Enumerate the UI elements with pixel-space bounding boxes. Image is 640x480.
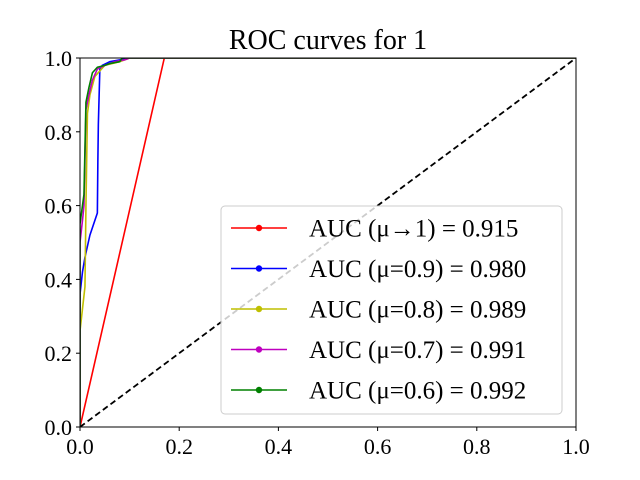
legend-marker-4 <box>255 346 263 353</box>
y-tick-label: 1.0 <box>45 46 73 71</box>
y-tick-label: 0.0 <box>45 415 73 440</box>
x-tick-label: 0.2 <box>165 434 193 459</box>
legend-marker-2 <box>255 265 263 272</box>
legend-label-2: AUC (μ=0.9) = 0.980 <box>309 256 526 283</box>
roc-series-line-2 <box>80 58 576 427</box>
chart-title: ROC curves for 1 <box>229 25 427 56</box>
legend-marker-3 <box>255 305 263 313</box>
legend-label-3: AUC (μ=0.8) = 0.989 <box>309 297 526 324</box>
y-tick-label: 0.4 <box>45 267 73 292</box>
roc-series-line-4 <box>80 58 576 427</box>
x-tick-label: 0.4 <box>265 434 293 459</box>
x-tick-label: 0.6 <box>364 434 392 459</box>
legend-marker-1 <box>255 224 263 232</box>
roc-series-line-1 <box>80 58 576 427</box>
y-tick-label: 0.2 <box>45 341 73 366</box>
x-tick-label: 1.0 <box>562 434 590 459</box>
roc-series-line-5 <box>80 58 576 427</box>
x-tick-label: 0.8 <box>463 434 491 459</box>
legend-box <box>220 205 563 415</box>
legend-label-4: AUC (μ=0.7) = 0.991 <box>309 337 526 364</box>
legend-label-1: AUC (μ→1) = 0.915 <box>309 216 518 243</box>
y-tick-label: 0.6 <box>45 194 73 219</box>
y-tick-label: 0.8 <box>45 120 73 145</box>
legend-label-5: AUC (μ=0.6) = 0.992 <box>309 378 526 405</box>
plot-frame <box>79 57 577 428</box>
legend-marker-5 <box>255 386 263 394</box>
x-tick-label: 0.0 <box>66 434 94 459</box>
